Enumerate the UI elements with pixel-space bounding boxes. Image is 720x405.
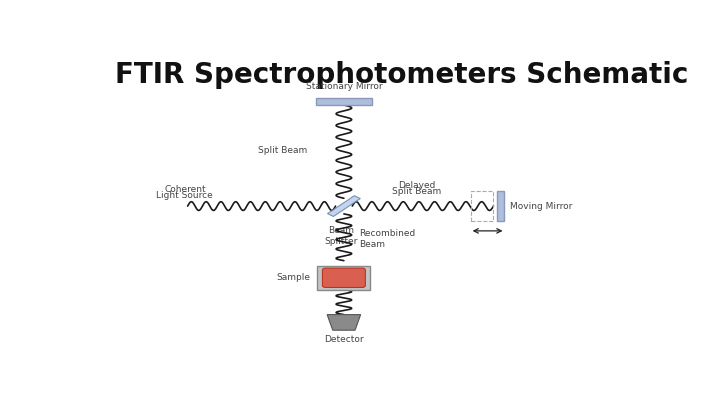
Text: Detector: Detector [324, 335, 364, 344]
Text: Light Source: Light Source [156, 192, 213, 200]
Polygon shape [328, 196, 360, 216]
Text: Sample: Sample [276, 273, 311, 282]
Text: Split Beam: Split Beam [258, 146, 307, 155]
Text: Coherent: Coherent [164, 185, 206, 194]
Bar [497, 191, 504, 221]
Text: Moving Mirror: Moving Mirror [510, 202, 573, 211]
Text: FTIR Spectrophotometers Schematic: FTIR Spectrophotometers Schematic [115, 61, 688, 89]
Text: Delayed: Delayed [397, 181, 435, 190]
Bar [318, 266, 370, 290]
Text: Recombined
Beam: Recombined Beam [359, 229, 415, 249]
FancyBboxPatch shape [323, 268, 365, 288]
Text: Split Beam: Split Beam [392, 187, 441, 196]
Text: Stationary Mirror: Stationary Mirror [305, 82, 382, 91]
Text: Beam
Splitter: Beam Splitter [325, 226, 358, 246]
Polygon shape [327, 315, 361, 330]
Bar [316, 98, 372, 105]
Bar [472, 191, 492, 221]
